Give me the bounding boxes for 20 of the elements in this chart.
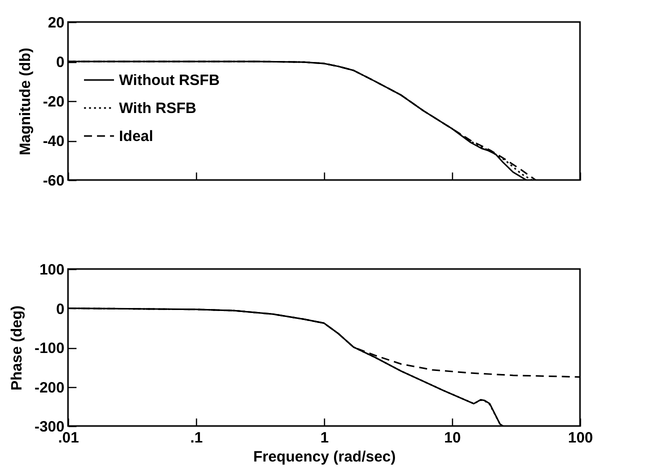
y-tick-label: 100 xyxy=(39,262,64,278)
y-tick-label: 20 xyxy=(48,14,64,32)
y-tick-label: -300 xyxy=(34,418,64,436)
x-tick-label: 10 xyxy=(444,430,461,446)
y-tick-label: -60 xyxy=(42,172,64,190)
y-tick-label: 0 xyxy=(56,300,64,318)
y-tick-label: -40 xyxy=(42,133,64,150)
y-axis-title: Phase (deg) xyxy=(8,305,26,391)
y-axis-title: Magnitude (db) xyxy=(16,48,34,156)
legend-label: Ideal xyxy=(119,128,154,145)
legend-label: With RSFB xyxy=(119,100,197,117)
x-axis-title: Frequency (rad/sec) xyxy=(253,448,396,466)
x-tick-label: 1 xyxy=(320,430,329,446)
y-tick-label: -100 xyxy=(34,340,64,357)
x-tick-label: 100 xyxy=(568,430,594,446)
legend-label: Without RSFB xyxy=(119,72,220,89)
y-tick-label: -200 xyxy=(34,379,64,396)
y-tick-label: -20 xyxy=(42,94,64,110)
x-tick-label: .1 xyxy=(190,430,203,446)
y-tick-label: 0 xyxy=(56,54,64,71)
